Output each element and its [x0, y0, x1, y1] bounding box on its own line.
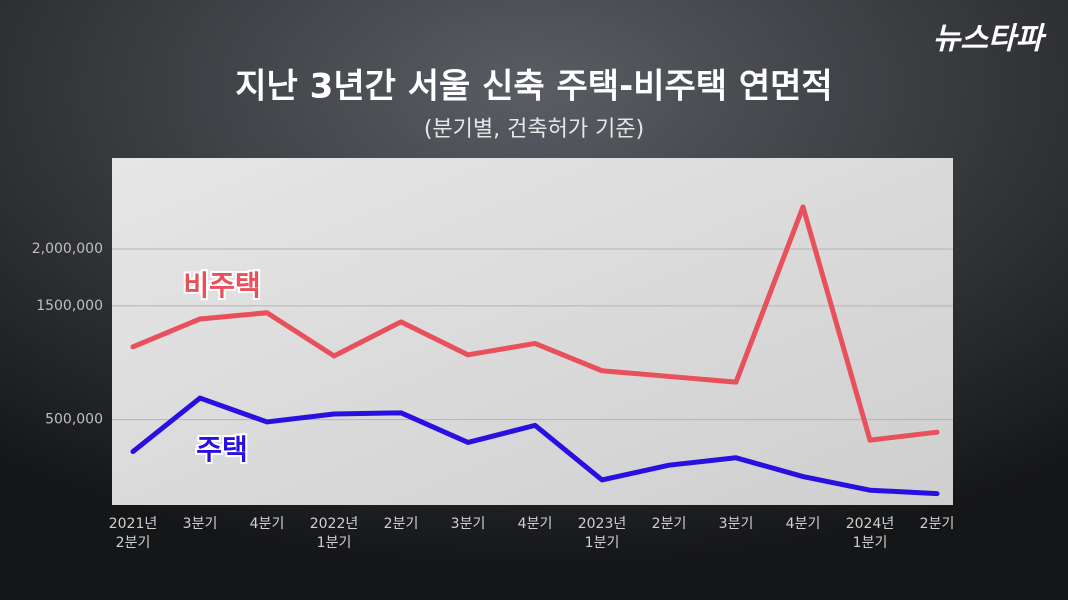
plot-area	[112, 158, 953, 505]
x-tick-label: 4분기	[518, 516, 553, 532]
chart-subtitle: (분기별, 건축허가 기준)	[424, 117, 644, 142]
x-tick-label: 2분기	[116, 535, 151, 551]
series-line	[130, 395, 940, 497]
x-tick-label: 2022년	[310, 516, 359, 532]
x-tick-label: 3분기	[719, 516, 754, 532]
x-tick-label: 4분기	[786, 516, 821, 532]
series-line	[130, 204, 940, 443]
y-tick-label: 1500,000	[36, 298, 103, 314]
brand-logo: 뉴스타파	[933, 22, 1047, 57]
x-tick-label: 2021년	[109, 516, 158, 532]
x-tick-label: 1분기	[317, 535, 352, 551]
x-tick-label: 2024년	[846, 516, 895, 532]
x-tick-label: 3분기	[183, 516, 218, 532]
x-tick-label: 3분기	[451, 516, 486, 532]
x-tick-label: 2분기	[652, 516, 687, 532]
x-tick-label: 4분기	[250, 516, 285, 532]
series-label: 비주택	[183, 269, 260, 302]
x-tick-label: 2023년	[578, 516, 627, 532]
series-label: 주택	[196, 433, 248, 466]
y-tick-label: 500,000	[45, 412, 103, 428]
lines	[130, 204, 940, 497]
x-tick-label: 1분기	[853, 535, 888, 551]
x-tick-label: 1분기	[585, 535, 620, 551]
x-tick-label: 2분기	[920, 516, 955, 532]
grid: 2,000,000 1500,000 500,000	[32, 241, 953, 428]
labels: 2021년 2분기 3분기 4분기 2022년 1분기 2분기 3분기 4분기 2023년 1분기 2…	[109, 267, 955, 551]
x-tick-label: 2분기	[384, 516, 419, 532]
chart-title: 지난 3년간 서울 신축 주택-비주택 연면적	[235, 67, 832, 107]
y-tick-label: 2,000,000	[32, 241, 103, 257]
